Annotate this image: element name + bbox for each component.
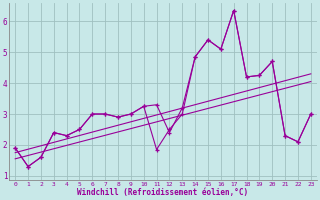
X-axis label: Windchill (Refroidissement éolien,°C): Windchill (Refroidissement éolien,°C) xyxy=(77,188,249,197)
